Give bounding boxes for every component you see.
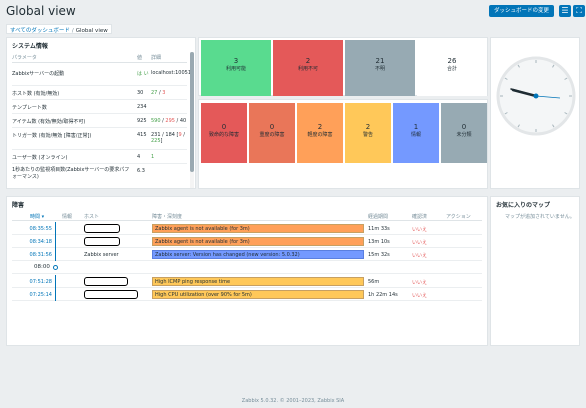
tile-warning[interactable]: 2 警告 — [345, 103, 391, 163]
tile-high[interactable]: 0 重度の障害 — [249, 103, 295, 163]
clock-widget — [490, 37, 580, 189]
problems-widget: 障害 時間 ▾ 情報 ホスト 障害・深刻度 経過期間 確認済 アクション 08:… — [6, 196, 488, 346]
table-header: パラメータ 値 詳細 — [12, 54, 187, 63]
col-duration: 経過期間 — [368, 214, 389, 220]
problem-name[interactable]: Zabbix agent is not available (for 3m) — [152, 224, 364, 233]
clock-tick — [552, 124, 555, 128]
clock-tick — [517, 124, 520, 128]
table-row: 1秒あたりの監視項目数(Zabbixサーバーの要求パフォーマンス) 6.3 — [12, 167, 145, 180]
breadcrumb: すべてのダッシュボード / Global view — [6, 24, 112, 34]
breadcrumb-separator: / — [71, 28, 74, 34]
col-value: 値 — [137, 55, 143, 61]
tile-information[interactable]: 1 情報 — [393, 103, 439, 163]
favourite-maps-widget: お気に入りのマップ マップが追加されていません。 — [490, 196, 580, 346]
table-row: Zabbixサーバーの起動 は い localhost:10051 — [12, 66, 191, 86]
col-ack: 確認済 — [412, 214, 428, 220]
tile-average[interactable]: 2 軽度の障害 — [297, 103, 343, 163]
problem-name[interactable]: Zabbix server: Version has changed (new … — [152, 250, 364, 259]
edit-dashboard-button[interactable]: ダッシュボードの変更 — [489, 5, 554, 17]
problems-by-severity-widget: 0 致命的な障害 0 重度の障害 2 軽度の障害 2 警告 1 情報 0 未分類 — [198, 99, 488, 189]
clock-tick — [552, 64, 555, 68]
col-time[interactable]: 時間 ▾ — [30, 214, 45, 220]
table-row: 07:25:14 High CPU utilization (over 90% … — [12, 288, 482, 301]
col-detail: 詳細 — [151, 55, 162, 61]
tile-unknown[interactable]: 21 不明 — [345, 40, 415, 96]
empty-message: マップが追加されていません。 — [505, 214, 575, 220]
table-row: 08:34:18 Zabbix agent is not available (… — [12, 235, 482, 248]
col-problem[interactable]: 障害・深刻度 — [152, 214, 183, 220]
col-info: 情報 — [62, 214, 73, 220]
scrollbar-thumb[interactable] — [190, 52, 194, 172]
table-row: 08:35:55 Zabbix agent is not available (… — [12, 222, 482, 235]
widget-title: システム情報 — [12, 43, 48, 50]
clock-tick — [564, 77, 568, 80]
clock-tick — [504, 77, 508, 80]
col-actions: アクション — [446, 214, 471, 220]
widget-title: 障害 — [12, 202, 25, 209]
clock-tick — [504, 112, 508, 115]
problem-name[interactable]: Zabbix agent is not available (for 3m) — [152, 237, 364, 246]
breadcrumb-current: Global view — [75, 28, 108, 34]
timeline-dot — [53, 265, 58, 270]
table-row: アイテム数 (有効/無効/取得不可) 925 590 / 295 / 40 — [12, 114, 187, 128]
clock-face — [496, 56, 576, 136]
tile-available[interactable]: 3 利用可能 — [201, 40, 271, 96]
breadcrumb-all-dashboards[interactable]: すべてのダッシュボード — [10, 28, 70, 34]
tile-unavailable[interactable]: 2 利用不可 — [273, 40, 343, 96]
clock-tick — [564, 112, 568, 115]
table-row: トリガー数 (有効/無効 [障害/正常]) 415 231 / 184 [9 /… — [12, 128, 187, 150]
time-marker-row: 08:00 — [12, 261, 482, 274]
tile-total: 26 合計 — [417, 40, 487, 96]
tile-not-classified[interactable]: 0 未分類 — [441, 103, 487, 163]
time-marker: 08:00 — [34, 264, 50, 270]
table-row: テンプレート数 234 — [12, 100, 187, 114]
tile-disaster[interactable]: 0 致命的な障害 — [201, 103, 247, 163]
second-hand — [535, 95, 561, 99]
redacted-host[interactable] — [84, 237, 120, 246]
host-name[interactable]: Zabbix server — [84, 252, 119, 258]
table-row: ユーザー数 (オンライン) 4 1 — [12, 150, 187, 164]
table-row: ホスト数 (有効/無効) 30 27 / 3 — [12, 86, 187, 100]
clock-center — [533, 93, 539, 99]
redacted-host[interactable] — [84, 277, 128, 286]
col-host[interactable]: ホスト — [84, 214, 100, 220]
table-row: 08:31:56 Zabbix server Zabbix server: Ve… — [12, 248, 482, 261]
widget-title: お気に入りのマップ — [496, 202, 551, 209]
fullscreen-icon[interactable]: ⛶ — [573, 5, 585, 17]
clock-tick — [517, 64, 520, 68]
page-header: Global view ダッシュボードの変更 ☰ ⛶ — [0, 0, 586, 30]
problem-name[interactable]: High ICMP ping response time — [152, 277, 364, 286]
table-row: 07:51:28 High ICMP ping response time 56… — [12, 275, 482, 288]
page-title: Global view — [6, 4, 76, 18]
redacted-host[interactable] — [84, 224, 120, 233]
problem-name[interactable]: High CPU utilization (over 90% for 5m) — [152, 290, 364, 299]
menu-icon[interactable]: ☰ — [559, 5, 571, 17]
host-availability-widget: 3 利用可能 2 利用不可 21 不明 26 合計 — [198, 37, 488, 96]
redacted-host[interactable] — [84, 290, 138, 299]
footer: Zabbix 5.0.32. © 2001–2023, Zabbix SIA — [241, 398, 345, 404]
system-info-widget: システム情報 パラメータ 値 詳細 Zabbixサーバーの起動 は い loca… — [6, 37, 196, 189]
minute-hand — [510, 88, 537, 97]
col-param: パラメータ — [12, 55, 37, 61]
table-header: 時間 ▾ 情報 ホスト 障害・深刻度 経過期間 確認済 アクション — [12, 212, 482, 221]
